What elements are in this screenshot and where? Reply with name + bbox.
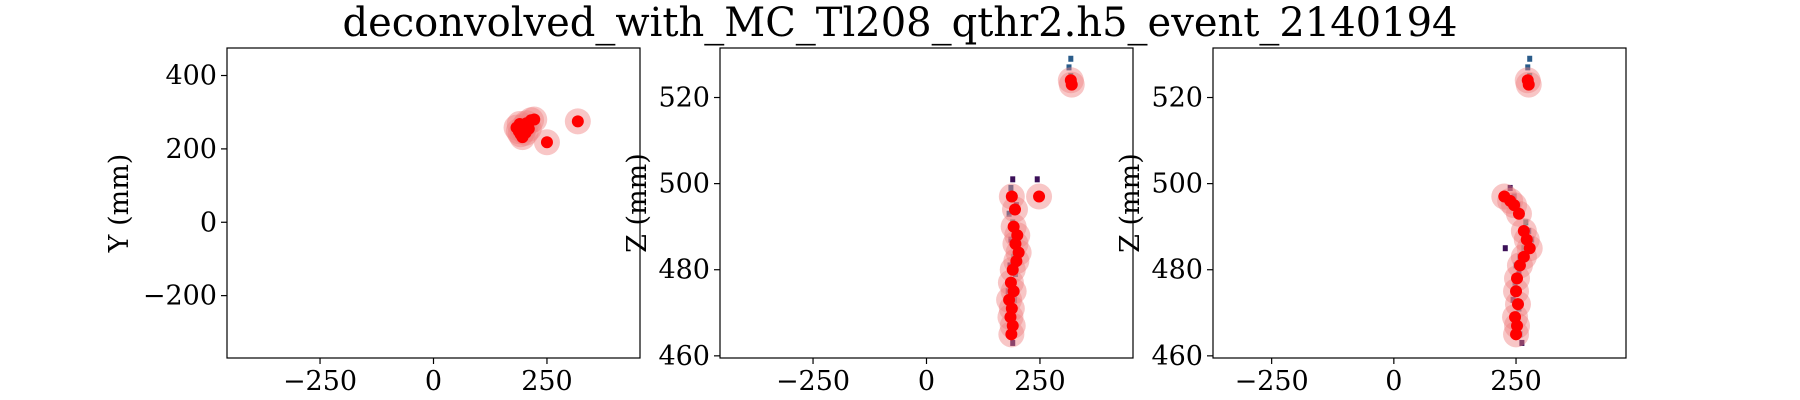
histogram-cell (1510, 296, 1516, 303)
x-tick-label: 0 (1385, 366, 1402, 397)
hit-point (1511, 298, 1524, 311)
histogram-cell (1010, 176, 1016, 183)
y-tick-label: 500 (1151, 169, 1203, 200)
hit-point (1523, 242, 1536, 255)
y-tick-label: 460 (658, 341, 710, 372)
y-tick-label: 400 (165, 61, 217, 92)
panel-xy: −250 0 250 −200 0 200 400 Y (mm) (104, 47, 641, 397)
y-axis-label: Z (mm) (622, 153, 653, 253)
x-tick-label: 250 (521, 366, 573, 397)
plot-area (996, 55, 1085, 348)
x-tick-label: −250 (283, 366, 357, 397)
histogram-cell (1008, 236, 1014, 243)
hit-point (1510, 328, 1523, 341)
y-axis-label: Y (mm) (104, 154, 135, 254)
hit-point (1005, 190, 1018, 203)
hit-point (1033, 190, 1046, 203)
y-axis-label: Z (mm) (1115, 153, 1146, 253)
plot-area (503, 106, 591, 156)
hit-point (1513, 259, 1526, 272)
hit-point (540, 136, 553, 149)
axes-frame (1212, 47, 1627, 359)
histogram-cell (1525, 64, 1531, 71)
y-tick-label: 200 (165, 134, 217, 165)
histogram-cell (1507, 184, 1513, 191)
y-tick-label: 520 (658, 83, 710, 114)
hit-point (571, 115, 584, 128)
hit-point (1009, 203, 1021, 216)
figure-title: deconvolved_with_MC_Tl208_qthr2.h5_event… (343, 0, 1458, 46)
histogram-cell (1066, 64, 1072, 71)
hit-point (1005, 328, 1018, 341)
histogram-cell (1502, 245, 1508, 252)
panel-yz: −250 0 250 460 480 500 520 Z (mm) (1115, 47, 1627, 397)
plot-area (1491, 55, 1543, 348)
y-tick-label: 480 (1151, 255, 1203, 286)
x-tick-label: −250 (776, 366, 850, 397)
hit-point (1522, 78, 1535, 91)
panels: −250 0 250 −200 0 200 400 Y (mm) −250 0 250 460 480 5… (104, 47, 1627, 397)
histogram-cell (1034, 176, 1040, 183)
hit-point (1512, 207, 1525, 220)
hit-point (1511, 272, 1524, 285)
x-tick-label: −250 (1235, 366, 1309, 397)
histogram-cell (1010, 339, 1016, 346)
y-tick-label: 0 (200, 207, 217, 238)
hit-point (1065, 78, 1078, 91)
hit-point (1006, 263, 1019, 276)
x-tick-label: 250 (1014, 366, 1066, 397)
hit-point (519, 126, 532, 139)
histogram-cell (1006, 210, 1012, 217)
x-tick-label: 0 (425, 366, 442, 397)
y-tick-label: 480 (658, 255, 710, 286)
histogram-cell (1008, 184, 1014, 191)
y-tick-label: 520 (1151, 83, 1203, 114)
y-tick-label: 500 (658, 169, 710, 200)
x-tick-label: 250 (1490, 366, 1542, 397)
y-tick-label: 460 (1151, 341, 1203, 372)
histogram-cell (1523, 219, 1529, 226)
histogram-cell (1068, 55, 1074, 62)
x-tick-label: 0 (918, 366, 935, 397)
histogram-cell (1527, 55, 1533, 62)
hit-point (528, 113, 541, 126)
hit-point (1510, 285, 1523, 298)
y-tick-label: −200 (143, 281, 217, 312)
histogram-cell (1519, 339, 1525, 346)
axes-frame (226, 47, 641, 359)
panel-xz: −250 0 250 460 480 500 520 Z (mm) (622, 47, 1134, 397)
